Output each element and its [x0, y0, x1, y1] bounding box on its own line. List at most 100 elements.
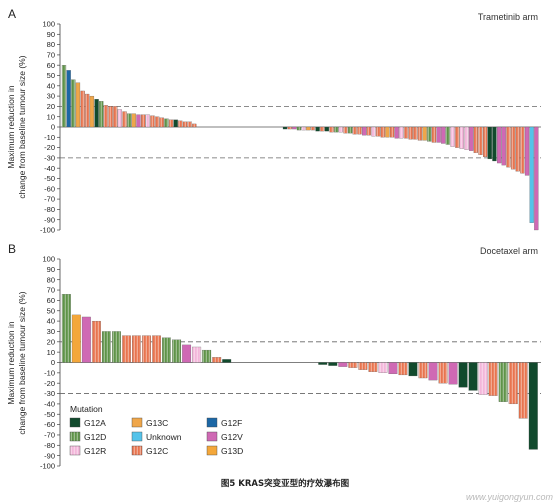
bar-g12r	[478, 362, 488, 395]
bar-g12a	[458, 362, 468, 388]
y-tick-label: 20	[47, 337, 55, 346]
bar-g12c	[132, 335, 141, 363]
bar-g12c	[122, 335, 131, 363]
y-tick-label: -10	[44, 133, 55, 142]
legend-label-g12f: G12F	[221, 418, 242, 428]
bar-g12c	[389, 126, 395, 138]
y-tick-label: -70	[44, 431, 55, 440]
bar-g12c	[108, 106, 113, 128]
y-tick-label: -90	[44, 215, 55, 224]
bar-g12r	[378, 362, 388, 373]
bar-g12r	[145, 114, 150, 128]
bar-g12c	[168, 119, 174, 128]
bar-g12c	[348, 362, 358, 368]
y-axis-label-a-line2: change from baseline tumour size (%)	[17, 55, 27, 198]
y-tick-label: 50	[47, 71, 55, 80]
bar-g12a	[173, 119, 178, 128]
bar-g12c	[343, 126, 348, 134]
bar-g12v	[448, 362, 458, 385]
bar-g12c	[413, 126, 418, 140]
bar-g12c	[85, 93, 90, 128]
bar-g12c	[510, 126, 516, 170]
bar-g12c	[358, 362, 368, 370]
legend-swatch-g12d	[69, 431, 81, 442]
bar-g13c	[306, 126, 311, 131]
y-tick-label: 80	[47, 40, 55, 49]
y-tick-label: 10	[47, 348, 55, 357]
bar-g12d	[498, 362, 508, 402]
legend-label-g13c: G13C	[146, 418, 168, 428]
bar-g12c	[518, 362, 528, 419]
plot-area-a: 1009080706050403020100-10-20-30-40-50-60…	[40, 20, 541, 235]
y-tick-label: -20	[44, 379, 55, 388]
bar-g12v	[524, 126, 530, 176]
bar-g12v	[496, 126, 502, 164]
bar-g12c	[506, 126, 511, 168]
bar-g12r	[399, 126, 404, 139]
bar-g12c	[508, 362, 518, 405]
bar-g12c	[366, 126, 371, 136]
bar-g12v	[534, 126, 539, 231]
bar-g12a	[328, 362, 338, 366]
bar-g12d	[71, 79, 76, 128]
y-tick-label: -60	[44, 184, 55, 193]
bar-g12d	[164, 118, 169, 128]
y-tick-label: 0	[51, 358, 55, 367]
y-tick-label: 60	[47, 296, 55, 305]
bar-g12d	[348, 126, 353, 134]
bar-g13c	[89, 95, 95, 128]
y-tick-label: -100	[40, 226, 55, 235]
bar-g12d	[127, 113, 132, 128]
legend-label-unknown: Unknown	[146, 432, 182, 442]
bar-g12c	[352, 126, 357, 135]
bar-g12c	[357, 126, 362, 135]
legend-swatch-g12v	[206, 431, 218, 442]
bar-g12c	[488, 362, 498, 396]
y-tick-label: 0	[51, 123, 55, 132]
bar-g12c	[113, 106, 118, 128]
bar-g12a	[222, 359, 232, 363]
mutation-legend: Mutation G12A G13C G12F G12D Unknown G12V G12R…	[69, 404, 243, 456]
y-tick-label: 90	[47, 30, 55, 39]
bar-g12v	[388, 362, 398, 375]
bar-g12c	[320, 126, 325, 132]
y-tick-label: -50	[44, 174, 55, 183]
bar-g12v	[394, 126, 399, 139]
bar-g12r	[338, 126, 343, 133]
bar-g12c	[192, 123, 197, 128]
bar-g12c	[368, 362, 378, 372]
legend-swatch-g13c	[131, 417, 143, 428]
bar-g12v	[81, 316, 91, 363]
bar-g12c	[473, 126, 478, 153]
bar-g12c	[103, 105, 109, 128]
bar-g12c	[483, 126, 488, 157]
bar-g12d	[445, 126, 451, 145]
y-tick-label: 100	[42, 20, 55, 29]
bar-g12a	[318, 362, 328, 365]
bar-g12c	[375, 126, 381, 137]
bar-g13c	[131, 113, 136, 128]
bar-g12c	[212, 357, 222, 363]
bar-g12r	[450, 126, 455, 147]
bar-g12c	[91, 320, 101, 363]
bar-g12v	[136, 114, 141, 128]
bar-g12c	[310, 126, 316, 131]
bar-g12a	[408, 362, 418, 377]
bar-g12c	[515, 126, 520, 172]
y-tick-label: 30	[47, 327, 55, 336]
bar-g13c	[385, 126, 390, 138]
y-tick-label: 100	[42, 255, 55, 264]
bar-g12v	[428, 362, 438, 381]
y-tick-label: -30	[44, 389, 55, 398]
bar-g12f	[66, 70, 71, 128]
bar-g12v	[338, 362, 348, 367]
bar-g12c	[182, 121, 188, 128]
y-tick-label: -100	[40, 462, 55, 471]
bar-g12c	[142, 335, 151, 363]
watermark: www.yuigongyun.com	[466, 492, 554, 502]
arm-title-docetaxel: Docetaxel arm	[480, 246, 538, 256]
y-tick-label: -40	[44, 164, 55, 173]
bar-g12c	[398, 362, 408, 376]
bar-g12v	[362, 126, 367, 136]
